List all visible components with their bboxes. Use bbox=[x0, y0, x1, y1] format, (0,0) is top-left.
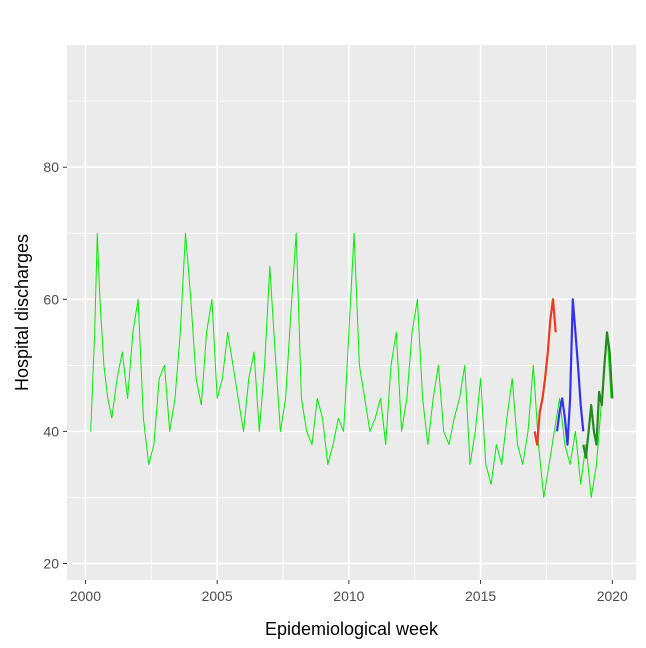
series-line-forecast-1 bbox=[533, 298, 557, 446]
plot-panel bbox=[67, 45, 636, 580]
y-tick-label: 20 bbox=[43, 555, 59, 571]
series-layer bbox=[90, 232, 614, 498]
series-line-forecast-3 bbox=[582, 331, 614, 459]
x-tick-label: 2010 bbox=[333, 588, 364, 604]
y-axis-title: Hospital discharges bbox=[12, 234, 32, 391]
x-tick-label: 2020 bbox=[597, 588, 628, 604]
series-line-observed bbox=[90, 232, 612, 498]
y-tick-label: 40 bbox=[43, 423, 59, 439]
x-tick-label: 2015 bbox=[465, 588, 496, 604]
series-line-forecast-2 bbox=[555, 298, 585, 446]
grid-minor bbox=[67, 45, 636, 580]
y-axis: 20 40 60 80 bbox=[43, 159, 67, 571]
x-tick-label: 2005 bbox=[202, 588, 233, 604]
y-tick-label: 80 bbox=[43, 159, 59, 175]
y-tick-label: 60 bbox=[43, 291, 59, 307]
x-axis: 2000 2005 2010 2015 2020 bbox=[70, 580, 628, 604]
grid-major bbox=[67, 45, 636, 580]
x-tick-label: 2000 bbox=[70, 588, 101, 604]
x-axis-title: Epidemiological week bbox=[265, 619, 439, 639]
